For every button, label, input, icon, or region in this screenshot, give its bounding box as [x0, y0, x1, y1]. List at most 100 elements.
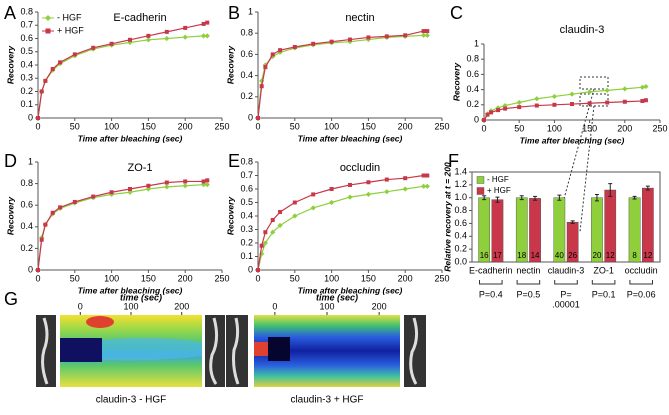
point [259, 243, 264, 248]
y-axis-label: Recovery [5, 196, 15, 236]
n-label: 8 [632, 251, 637, 260]
panel-letter: A [4, 3, 16, 23]
point [384, 34, 389, 39]
p-bracket [591, 280, 616, 285]
legend-label: + HGF [487, 186, 511, 195]
n-label: 17 [493, 251, 502, 260]
point [145, 37, 151, 43]
y-tick-label: 0.8 [240, 28, 253, 38]
point [39, 89, 44, 94]
y-tick-label: 0 [28, 112, 33, 122]
y-axis-label: Recovery [225, 45, 235, 85]
y-tick-label: 0.4 [20, 59, 33, 69]
x-tick-label: nectin [516, 265, 540, 275]
y-axis-label: Recovery [225, 196, 235, 236]
x-tick-label: 50 [70, 121, 80, 131]
y-tick-label: 0.8 [466, 54, 479, 64]
y-tick-label: 0.3 [20, 73, 33, 83]
micrograph [36, 315, 56, 387]
p-value: P=0.5 [517, 289, 541, 299]
x-tick-label: 250 [214, 273, 229, 283]
x-tick-label: 100 [547, 123, 562, 133]
point [164, 180, 169, 185]
point [605, 100, 610, 105]
point [604, 87, 610, 93]
x-tick-label: 200 [178, 121, 193, 131]
n-label: 12 [643, 251, 652, 260]
p-value: P=0.06 [627, 289, 656, 299]
x-tick-label: 50 [70, 273, 80, 283]
y-tick-label: 0 [248, 112, 253, 122]
point [72, 199, 77, 204]
point [534, 96, 540, 102]
point [329, 39, 334, 44]
point [587, 101, 592, 106]
y-tick-label: 1.2 [454, 179, 467, 189]
point [164, 29, 169, 34]
panel-letter: C [450, 3, 463, 23]
y-tick-label: 0.7 [240, 170, 253, 180]
point [425, 173, 430, 178]
point [146, 33, 151, 38]
point [164, 184, 170, 190]
point [205, 20, 210, 25]
y-tick-label: 0.3 [240, 224, 253, 234]
chart-title: ZO-1 [127, 162, 152, 174]
y-tick-label: 0.2 [466, 99, 479, 109]
point [503, 106, 508, 111]
x-axis-label: Time after bleaching (sec) [78, 285, 183, 295]
x-tick-label: 150 [582, 123, 597, 133]
legend-swatch [476, 187, 485, 195]
x-tick-label: 100 [104, 273, 119, 283]
point [365, 36, 371, 43]
micrograph-signal [409, 317, 419, 385]
p-bracket [629, 280, 653, 285]
n-label: 18 [517, 251, 526, 260]
x-tick-label: 0 [35, 121, 40, 131]
point [278, 48, 283, 53]
x-axis-label: Time after bleaching (sec) [520, 135, 625, 145]
heatmap-dark [60, 338, 102, 362]
x-axis-label: Time after bleaching (sec) [298, 285, 403, 295]
y-tick-label: 0.6 [466, 69, 479, 79]
point [516, 99, 522, 106]
y-tick-label: 0.6 [240, 49, 253, 59]
y-tick-label: 0 [248, 264, 253, 274]
point [146, 183, 151, 188]
x-tick-label: 150 [141, 121, 156, 131]
y-tick-label: 0.7 [20, 20, 33, 30]
y-axis-label: Recovery [451, 62, 461, 102]
point [270, 53, 276, 60]
y-tick-label: 0.4 [240, 210, 253, 220]
series-line [257, 30, 428, 119]
point [639, 84, 645, 90]
y-tick-label: 0.5 [20, 46, 33, 56]
point [183, 25, 188, 30]
point [204, 182, 210, 188]
x-tick-label: 0 [78, 301, 83, 311]
micrograph [226, 315, 248, 387]
y-tick-label: 0.1 [20, 99, 33, 109]
y-tick-label: 0.2 [454, 244, 467, 254]
y-tick-label: 0.4 [466, 84, 479, 94]
highlight-box [579, 93, 609, 107]
series-line [483, 85, 647, 121]
x-tick-label: 200 [174, 301, 189, 311]
y-tick-label: 0.6 [20, 200, 33, 210]
n-label: 20 [593, 251, 602, 260]
x-tick-label: 150 [141, 273, 156, 283]
point [329, 187, 334, 191]
point [425, 29, 430, 34]
point [366, 180, 371, 185]
x-tick-label: 50 [290, 273, 300, 283]
n-label: 16 [480, 251, 489, 260]
series-line [257, 174, 428, 271]
plot-frame [471, 171, 661, 263]
y-tick-label: 0.2 [240, 237, 253, 247]
x-tick-label: 200 [398, 121, 413, 131]
point [263, 65, 268, 70]
x-tick-label: 100 [319, 301, 334, 311]
panel-letter: G [4, 289, 18, 309]
point [43, 222, 48, 227]
